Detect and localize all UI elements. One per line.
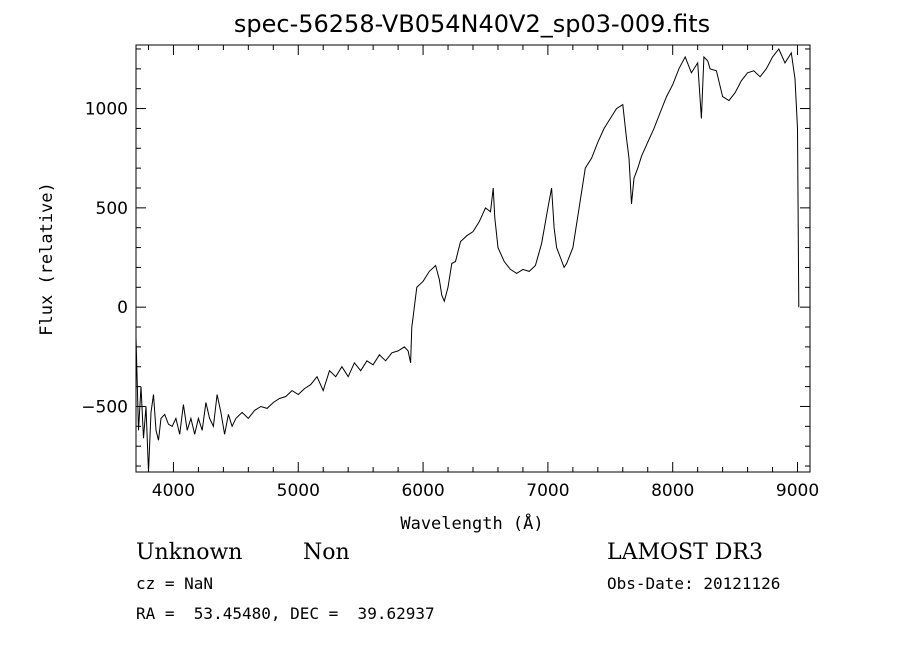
x-tick-label: 6000 xyxy=(401,481,444,501)
x-tick-label: 7000 xyxy=(526,481,569,501)
tick-labels: 4000 5000 6000 7000 8000 9000 −500 0 500 1000 xyxy=(81,100,819,501)
tick-marks xyxy=(136,45,810,472)
survey-name: LAMOST DR3 xyxy=(607,540,763,565)
x-tick-label: 8000 xyxy=(651,481,694,501)
y-tick-label: 500 xyxy=(96,199,128,219)
coordinates: RA = 53.45480, DEC = 39.62937 xyxy=(136,604,435,623)
x-tick-label: 4000 xyxy=(152,481,195,501)
object-subclass: Non xyxy=(303,540,350,565)
object-class: Unknown xyxy=(136,540,242,565)
plot-frame xyxy=(135,44,811,473)
y-tick-label: −500 xyxy=(81,397,128,417)
x-tick-label: 9000 xyxy=(776,481,819,501)
y-tick-label: 1000 xyxy=(85,100,128,120)
x-axis-label: Wavelength (Å) xyxy=(400,512,543,534)
redshift-cz: cz = NaN xyxy=(136,574,213,593)
observation-date: Obs-Date: 20121126 xyxy=(607,574,780,593)
y-tick-label: 0 xyxy=(117,298,128,318)
chart-title: spec-56258-VB054N40V2_sp03-009.fits xyxy=(234,10,710,38)
series-spectrum-line xyxy=(135,48,800,473)
x-tick-label: 5000 xyxy=(277,481,320,501)
y-axis-label: Flux (relative) xyxy=(37,182,57,336)
